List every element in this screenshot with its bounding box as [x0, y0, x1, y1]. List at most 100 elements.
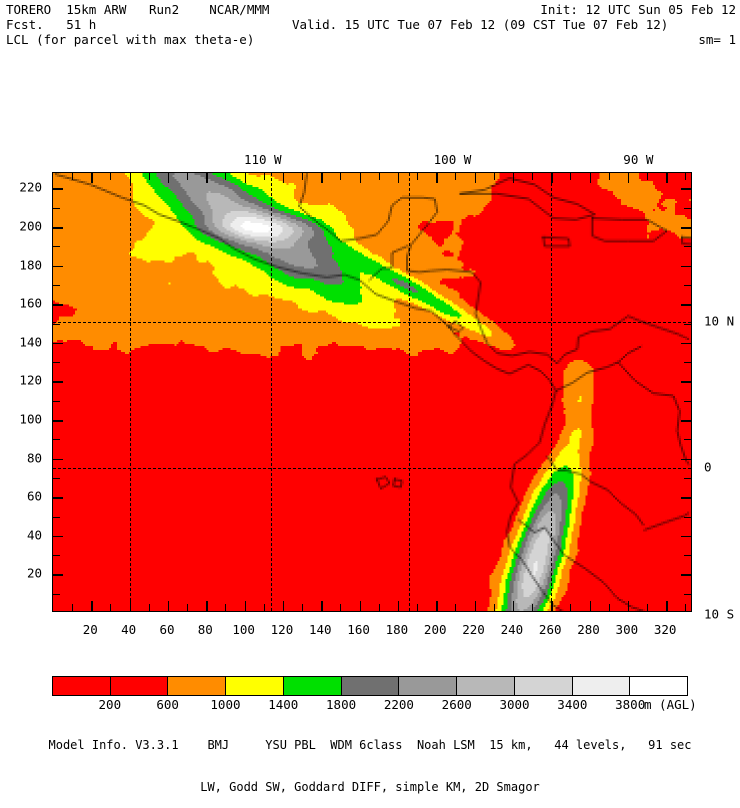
x-tick-top-300: [627, 173, 630, 183]
x-tick-bottom-210: [455, 604, 457, 611]
x-tick-bottom-110: [263, 604, 265, 611]
y-tick-right-10: [684, 593, 691, 595]
x-tick-top-200: [436, 173, 438, 183]
x-tick-top-120: [282, 173, 285, 183]
y-axis-label-20: 20: [26, 565, 42, 581]
x-tick-bottom-20: [91, 601, 93, 611]
y-axis-label-160: 160: [19, 295, 42, 311]
colorbar-cell-8: [513, 677, 572, 695]
x-tick-bottom-270: [570, 604, 572, 611]
x-tick-bottom-140: [321, 601, 323, 611]
x-tick-top-160: [359, 173, 362, 183]
colorbar-swatches: [52, 676, 688, 696]
x-tick-top-100: [244, 173, 247, 183]
x-tick-bottom-40: [129, 601, 132, 611]
colorbar-cell-5: [340, 677, 399, 695]
x-tick-bottom-200: [436, 601, 438, 611]
colorbar-tick-3400: 3400: [557, 697, 588, 712]
x-tick-bottom-190: [417, 604, 419, 611]
x-tick-bottom-30: [110, 604, 112, 611]
y-axis-label-220: 220: [19, 179, 42, 195]
x-axis-label-220: 220: [462, 622, 485, 637]
y-tick-right-30: [684, 555, 691, 557]
x-tick-top-280: [589, 173, 592, 183]
x-tick-top-180: [397, 173, 400, 183]
y-tick-right-110: [684, 400, 691, 402]
colorbar-cell-10: [629, 677, 688, 695]
x-tick-top-140: [321, 173, 323, 183]
colorbar-tick-2600: 2600: [441, 697, 472, 712]
colorbar-tick-3800: 3800: [615, 697, 646, 712]
x-tick-bottom-50: [148, 604, 150, 611]
y-tick-right-190: [684, 246, 691, 248]
y-tick-left-80: [53, 458, 63, 461]
colorbar-tick-1000: 1000: [210, 697, 241, 712]
y-axis-label-200: 200: [19, 218, 42, 234]
x-tick-bottom-90: [225, 604, 227, 611]
colorbar-cell-4: [282, 677, 341, 695]
model-title: TORERO 15km ARW Run2 NCAR/MMM: [6, 2, 270, 17]
lon-label-110W: 110 W: [243, 152, 282, 167]
y-axis-label-40: 40: [26, 527, 42, 543]
lon-label-90W: 90 W: [623, 152, 654, 167]
plot-frame: [52, 172, 692, 612]
y-tick-right-130: [684, 362, 691, 364]
x-tick-top-40: [129, 173, 132, 183]
y-axis-label-140: 140: [19, 334, 42, 350]
header: TORERO 15km ARW Run2 NCAR/MMM Init: 12 U…: [6, 2, 736, 50]
valid-time: Valid. 15 UTC Tue 07 Feb 12 (09 CST Tue …: [292, 17, 669, 32]
colorbar-tick-1800: 1800: [326, 697, 357, 712]
x-tick-top-70: [187, 173, 189, 180]
colorbar-cell-1: [109, 677, 168, 695]
x-tick-bottom-170: [378, 604, 380, 611]
x-tick-top-320: [666, 173, 668, 183]
x-tick-top-170: [378, 173, 380, 180]
lcl-raster-canvas: [53, 173, 691, 611]
x-axis-label-20: 20: [82, 622, 98, 637]
header-line-1: TORERO 15km ARW Run2 NCAR/MMM Init: 12 U…: [6, 2, 736, 17]
x-tick-top-130: [302, 173, 304, 180]
y-tick-left-150: [53, 323, 60, 325]
colorbar: 200 600 1000 1400 1800 2200 2600 3000 3400 3800: [52, 676, 688, 712]
y-tick-right-200: [681, 227, 691, 229]
x-axis-label-260: 260: [538, 622, 562, 637]
x-tick-top-150: [340, 173, 342, 180]
y-tick-right-20: [681, 574, 691, 576]
y-tick-left-210: [53, 207, 60, 209]
x-tick-bottom-70: [187, 604, 189, 611]
x-axis-label-120: 120: [270, 622, 294, 637]
y-tick-left-130: [53, 362, 60, 364]
y-tick-right-40: [681, 535, 691, 538]
y-tick-left-70: [53, 477, 60, 479]
x-tick-bottom-240: [512, 601, 515, 611]
y-tick-right-120: [681, 381, 691, 383]
forecast-hour: Fcst. 51 h: [6, 17, 97, 32]
x-tick-top-80: [206, 173, 208, 183]
x-axis-label-80: 80: [197, 622, 213, 637]
x-tick-bottom-150: [340, 604, 342, 611]
y-tick-right-60: [681, 497, 691, 499]
header-line-2: Fcst. 51 h Valid. 15 UTC Tue 07 Feb 12 (…: [6, 17, 736, 32]
x-tick-bottom-230: [493, 604, 495, 611]
y-tick-left-100: [53, 420, 63, 422]
y-axis-label-60: 60: [26, 488, 42, 504]
lon-label-100W: 100 W: [433, 152, 472, 167]
x-tick-bottom-60: [167, 601, 170, 611]
y-axis-label-180: 180: [19, 257, 42, 273]
field-title: LCL (for parcel with max theta-e): [6, 32, 255, 47]
x-tick-top-110: [263, 173, 265, 180]
x-tick-bottom-180: [397, 601, 400, 611]
colorbar-cell-3: [225, 677, 283, 695]
y-tick-right-90: [684, 439, 691, 441]
y-tick-left-40: [53, 535, 63, 538]
y-tick-right-220: [681, 188, 691, 190]
colorbar-tick-3000: 3000: [499, 697, 530, 712]
smoothing-label: sm= 1: [698, 32, 736, 47]
y-tick-left-10: [53, 593, 60, 595]
x-tick-top-260: [551, 173, 553, 183]
x-axis-label-200: 200: [423, 622, 447, 637]
x-axis-label-240: 240: [500, 622, 524, 637]
x-axis-label-280: 280: [577, 622, 600, 637]
x-tick-bottom-280: [589, 601, 592, 611]
colorbar-cell-7: [456, 677, 514, 695]
